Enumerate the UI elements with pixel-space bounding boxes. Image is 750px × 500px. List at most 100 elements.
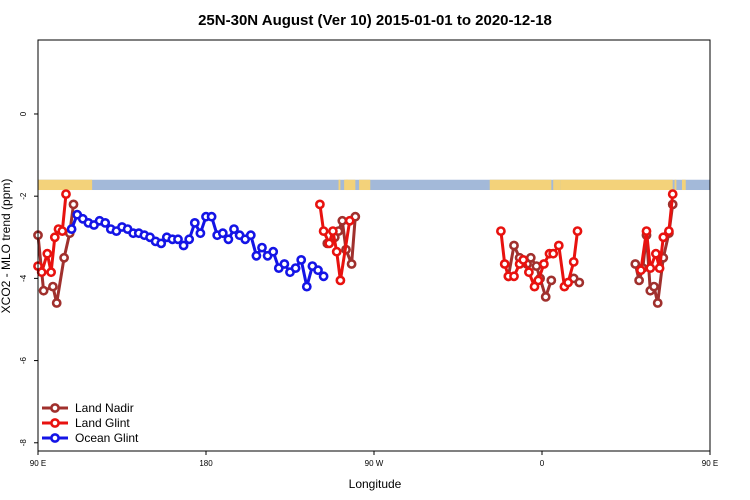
data-point-land-nadir <box>51 298 62 308</box>
y-tick-label: -6 <box>19 356 28 364</box>
plot-frame <box>37 39 711 452</box>
data-point-land-glint <box>568 256 579 267</box>
data-point-land-glint <box>636 265 646 276</box>
land-strip-segment <box>553 179 561 191</box>
data-point-ocean-glint <box>290 263 301 273</box>
y-tick-label: -8 <box>19 439 28 447</box>
data-point-land-glint <box>46 267 56 278</box>
data-point-land-nadir <box>525 252 536 263</box>
x-axis-label: Longitude <box>349 477 402 491</box>
data-point-land-glint <box>524 267 534 278</box>
data-point-land-glint <box>324 238 335 249</box>
data-point-land-glint <box>664 226 674 236</box>
data-point-land-glint <box>327 226 338 236</box>
data-point-land-nadir <box>649 281 659 292</box>
land-strip-segment <box>560 179 673 191</box>
data-point-ocean-glint <box>223 234 234 245</box>
data-point-ocean-glint <box>229 224 239 234</box>
data-point-land-nadir <box>59 252 69 263</box>
data-point-ocean-glint <box>217 228 228 239</box>
series-land-nadir <box>33 199 678 308</box>
data-point-land-glint <box>539 259 549 269</box>
data-point-land-glint <box>548 248 559 259</box>
data-point-ocean-glint <box>184 234 195 245</box>
data-point-ocean-glint <box>268 246 279 257</box>
ocean-strip <box>38 179 710 191</box>
data-point-land-nadir <box>540 291 551 302</box>
data-point-land-glint <box>331 246 342 257</box>
legend-swatch-marker <box>50 433 60 443</box>
data-point-ocean-glint <box>296 254 307 265</box>
data-point-land-nadir <box>509 240 519 251</box>
data-point-land-nadir <box>38 285 49 296</box>
data-point-land-glint <box>651 248 661 259</box>
data-point-ocean-glint <box>313 265 323 276</box>
legend-label: Land Nadir <box>75 401 134 415</box>
land-strip-segment <box>338 179 341 191</box>
legend-item-ocean-glint: Ocean Glint <box>42 431 139 445</box>
data-point-ocean-glint <box>100 217 111 228</box>
data-point-land-glint <box>314 199 325 210</box>
data-point-ocean-glint <box>66 224 77 234</box>
y-tick-label: -2 <box>19 192 28 200</box>
x-axis: 90 E 180 90 W 0 90 E <box>30 451 718 468</box>
data-point-ocean-glint <box>206 211 217 222</box>
land-strip-segment <box>489 179 552 191</box>
data-point-land-glint <box>645 263 656 273</box>
y-tick-label: -4 <box>19 274 28 282</box>
data-point-land-glint <box>509 271 519 282</box>
data-point-land-glint <box>42 248 53 259</box>
data-point-ocean-glint <box>178 240 189 251</box>
data-point-land-glint <box>553 240 564 251</box>
data-point-ocean-glint <box>318 271 329 282</box>
data-point-ocean-glint <box>251 250 262 261</box>
legend-label: Ocean Glint <box>75 431 139 445</box>
data-point-land-nadir <box>546 275 557 286</box>
land-strip-segment <box>674 179 677 191</box>
data-point-ocean-glint <box>257 242 267 253</box>
legend-swatch-marker <box>50 403 60 413</box>
data-point-land-nadir <box>630 259 641 269</box>
data-point-land-glint <box>533 275 544 286</box>
data-point-land-nadir <box>68 199 79 210</box>
data-point-land-glint <box>36 267 47 278</box>
x-tick-label: 0 <box>540 459 545 468</box>
data-point-land-glint <box>61 189 71 199</box>
data-point-land-glint <box>563 277 573 288</box>
land-strip-segment <box>38 179 93 191</box>
land-strip-segment <box>346 179 356 191</box>
data-point-ocean-glint <box>245 230 256 241</box>
data-point-land-glint <box>572 226 583 236</box>
x-tick-label: 180 <box>199 459 213 468</box>
data-point-land-nadir <box>634 275 644 286</box>
data-point-ocean-glint <box>301 281 312 292</box>
land-strip-segment <box>682 179 686 191</box>
data-point-land-glint <box>654 263 665 273</box>
data-point-ocean-glint <box>195 228 206 239</box>
data-point-land-glint <box>495 226 506 236</box>
data-point-land-nadir <box>574 277 585 288</box>
y-axis: 0 -2 -4 -6 -8 <box>19 111 38 446</box>
x-tick-label: 90 W <box>365 459 384 468</box>
data-point-land-glint <box>318 226 329 236</box>
data-point-land-glint <box>658 232 669 243</box>
legend-item-land-nadir: Land Nadir <box>42 401 134 415</box>
data-point-land-glint <box>499 259 510 269</box>
data-point-ocean-glint <box>189 217 200 228</box>
data-point-ocean-glint <box>173 234 183 245</box>
data-point-ocean-glint <box>156 238 167 249</box>
data-point-land-nadir <box>652 298 663 308</box>
y-tick-label: 0 <box>19 111 28 116</box>
x-tick-label: 90 E <box>702 459 718 468</box>
data-point-land-glint <box>49 232 60 243</box>
data-point-ocean-glint <box>279 259 290 269</box>
data-point-land-glint <box>335 275 346 286</box>
legend-item-land-glint: Land Glint <box>42 416 130 430</box>
series-land-glint <box>33 189 678 292</box>
data-point-land-nadir <box>531 261 542 271</box>
series-ocean-glint <box>66 209 329 292</box>
y-axis-label: XCO2 - MLO trend (ppm) <box>0 179 13 314</box>
land-strip-segment <box>359 179 371 191</box>
